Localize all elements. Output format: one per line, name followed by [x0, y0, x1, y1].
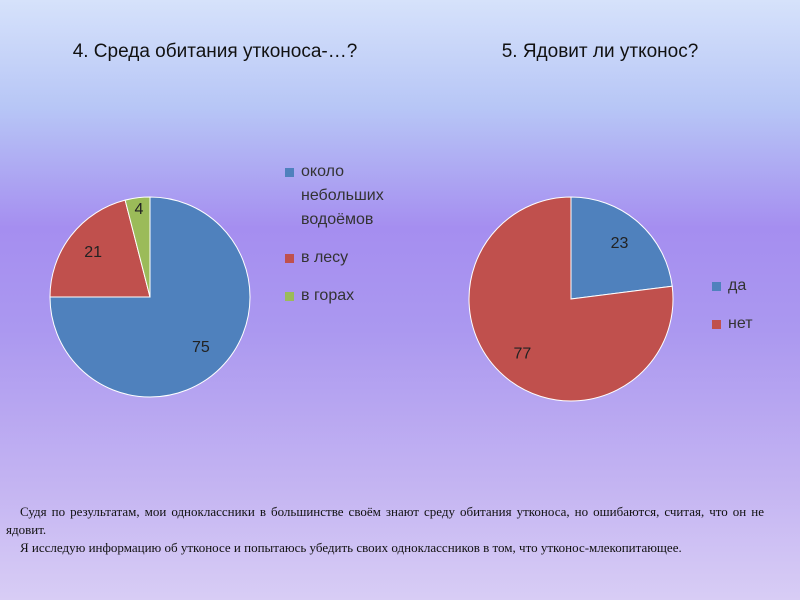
legend-swatch [285, 168, 294, 177]
legend-item: в лесу [285, 246, 395, 270]
paragraph: Судя по результатам, мои одноклассники в… [6, 504, 764, 537]
legend-swatch [712, 282, 721, 291]
chart-title: 4. Среда обитания утконоса-…? [72, 41, 358, 62]
legend-label: да [728, 277, 747, 294]
data-label: 4 [135, 201, 144, 218]
legend: да нет [712, 274, 792, 350]
legend-label: в горах [301, 287, 355, 304]
body-text: Судя по результатам, мои одноклассники в… [6, 503, 764, 557]
pie-slice [468, 196, 674, 402]
legend-item: нет [712, 312, 792, 336]
legend-swatch [285, 292, 294, 301]
data-label: 23 [611, 235, 629, 252]
pie-slice [124, 196, 151, 298]
legend-swatch [285, 254, 294, 263]
chart-title: 5. Ядовит ли утконос? [501, 41, 699, 62]
data-label: 21 [84, 244, 102, 261]
legend-item: около небольших водоёмов [285, 160, 395, 232]
paragraph: Я исследую информацию об утконосе и попы… [20, 540, 682, 555]
legend-item: в горах [285, 284, 395, 308]
pie-slice [49, 199, 151, 298]
legend-item: да [712, 274, 792, 298]
legend-swatch [712, 320, 721, 329]
legend-label: нет [728, 315, 753, 332]
data-label: 77 [514, 345, 532, 362]
legend-label: в лесу [301, 249, 349, 266]
data-label: 75 [192, 339, 210, 356]
legend: около небольших водоёмов в лесу в горах [285, 160, 395, 322]
pie-slice [570, 196, 673, 300]
legend-label: около небольших водоёмов [301, 163, 384, 228]
